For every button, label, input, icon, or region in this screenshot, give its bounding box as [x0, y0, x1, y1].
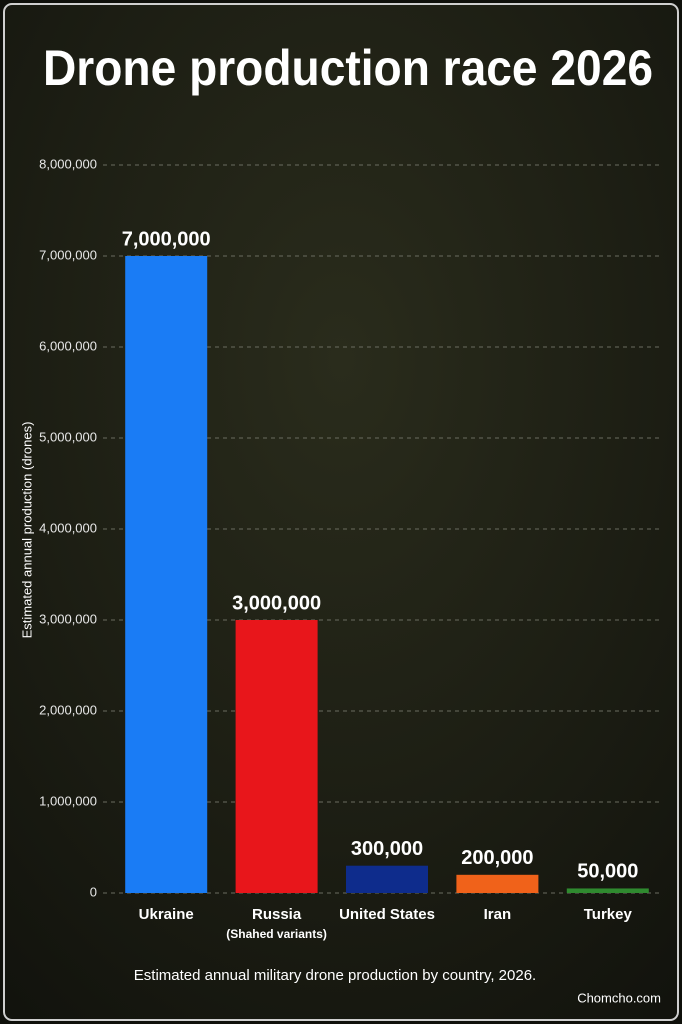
bar: [456, 874, 539, 893]
y-tick-label: 3,000,000: [39, 611, 97, 626]
value-label: 200,000: [461, 847, 533, 869]
x-tick-label: Iran: [484, 906, 512, 923]
value-label: 7,000,000: [122, 228, 211, 250]
y-tick-label: 4,000,000: [39, 520, 97, 535]
caption: Estimated annual military drone producti…: [134, 967, 536, 984]
bar: [346, 865, 428, 893]
value-label: 3,000,000: [232, 592, 321, 614]
x-tick-note: (Shahed variants): [226, 927, 327, 941]
y-tick-label: 8,000,000: [39, 156, 97, 171]
y-tick-label: 5,000,000: [39, 429, 97, 444]
value-label: 300,000: [351, 838, 423, 860]
x-tick-label: Turkey: [584, 906, 633, 923]
value-label: 50,000: [577, 861, 638, 883]
x-tick-label: United States: [339, 906, 435, 923]
bar: [235, 620, 318, 893]
y-tick-label: 2,000,000: [39, 702, 97, 717]
bar: [125, 256, 208, 893]
y-tick-label: 0: [90, 884, 97, 899]
y-tick-label: 6,000,000: [39, 338, 97, 353]
source: Chomcho.com: [577, 990, 661, 1005]
bar: [566, 888, 649, 893]
y-tick-label: 1,000,000: [39, 793, 97, 808]
x-tick-label: Russia: [252, 906, 302, 923]
y-tick-label: 7,000,000: [39, 247, 97, 262]
y-axis-label: Estimated annual production (drones): [19, 422, 34, 639]
chart-title: Drone production race 2026: [43, 40, 653, 96]
x-tick-label: Ukraine: [139, 906, 194, 923]
